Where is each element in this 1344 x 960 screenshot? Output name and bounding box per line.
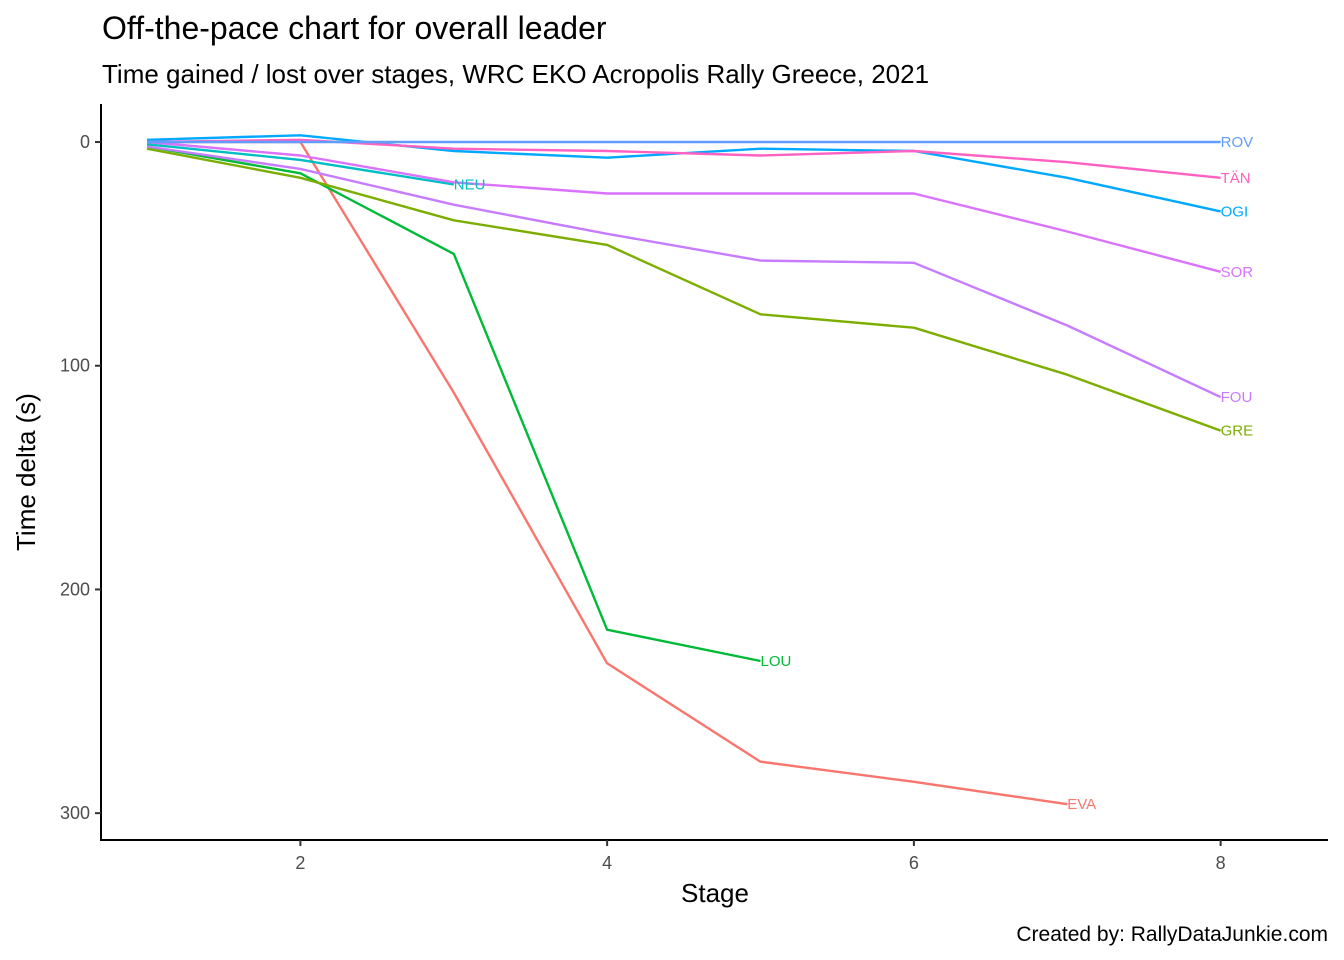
series-label: TÄN [1221, 170, 1251, 187]
series-label: OGI [1221, 203, 1249, 220]
x-tick-label: 8 [1216, 853, 1226, 873]
y-tick-label: 200 [60, 579, 90, 599]
plot-area: ROV TÄN OGI SOR NEU FOU GRE LOU EVA [146, 134, 1254, 813]
y-tick-label: 100 [60, 356, 90, 376]
y-tick-label: 0 [80, 132, 90, 152]
series-line-neu [146, 143, 454, 186]
series-lines [146, 134, 1222, 806]
chart-title: Off-the-pace chart for overall leader [102, 10, 607, 46]
series-line-ogi [146, 134, 1221, 213]
series-line-fou [146, 145, 1222, 399]
series-labels: ROV TÄN OGI SOR NEU FOU GRE LOU EVA [454, 134, 1254, 813]
series-label: SOR [1221, 264, 1254, 281]
x-axis-title: Stage [681, 878, 749, 908]
series-label: LOU [761, 653, 792, 670]
x-tick-label: 6 [909, 853, 919, 873]
x-tick-label: 4 [602, 853, 612, 873]
series-line-lou [146, 145, 761, 663]
series-line-tän [146, 138, 1221, 179]
chart-caption: Created by: RallyDataJunkie.com [1016, 923, 1328, 946]
series-line-gre [146, 147, 1222, 432]
x-tick-label: 2 [295, 853, 305, 873]
series-label: FOU [1221, 389, 1253, 406]
y-tick-label: 300 [60, 803, 90, 823]
series-line-eva [147, 140, 1068, 806]
series-line-sor [146, 140, 1221, 273]
y-axis-ticks: 0 100 200 300 [60, 132, 101, 823]
series-label: GRE [1221, 423, 1254, 440]
series-label: EVA [1067, 796, 1096, 813]
chart-subtitle: Time gained / lost over stages, WRC EKO … [102, 59, 929, 89]
series-label: NEU [454, 177, 486, 194]
x-axis-ticks: 2 4 6 8 [295, 840, 1226, 873]
y-axis-title: Time delta (s) [11, 393, 41, 551]
series-label: ROV [1221, 134, 1254, 151]
